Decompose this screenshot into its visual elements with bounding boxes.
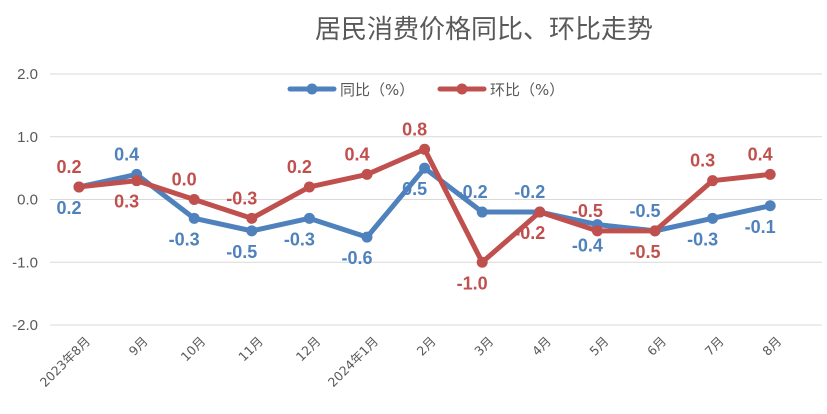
legend-label: 同比（%） bbox=[340, 81, 414, 99]
data-label: 0.5 bbox=[402, 179, 427, 199]
data-label: -0.3 bbox=[226, 188, 257, 208]
chart-title: 居民消费价格同比、环比走势 bbox=[315, 15, 653, 45]
x-tick-label: 9月 bbox=[126, 334, 151, 359]
data-point bbox=[188, 194, 200, 205]
data-point bbox=[188, 212, 200, 224]
y-tick-label: 2.0 bbox=[17, 66, 38, 83]
x-tick-label: 7月 bbox=[702, 334, 727, 359]
x-tick-label: 3月 bbox=[471, 334, 496, 359]
data-point bbox=[764, 168, 776, 180]
legend-label: 环比（%） bbox=[490, 81, 564, 99]
data-point bbox=[131, 175, 143, 187]
data-labels: 0.2 0.2 0.4 0.3 -0.3 0.0 -0.5 -0.3 -0.3 0.2 -0.6 0.… bbox=[56, 119, 775, 293]
x-tick-label: 4月 bbox=[529, 334, 554, 359]
data-label: -1.0 bbox=[457, 273, 488, 293]
y-axis-ticks: 2.0 1.0 0.0 -1.0 -2.0 bbox=[12, 66, 38, 334]
x-tick-label: 11月 bbox=[235, 334, 266, 365]
legend-marker bbox=[456, 83, 468, 95]
y-tick-label: -1.0 bbox=[12, 254, 38, 271]
x-tick-label: 5月 bbox=[586, 334, 611, 359]
x-tick-label: 2月 bbox=[414, 334, 439, 359]
x-tick-label: 10月 bbox=[178, 334, 209, 365]
data-label: -0.2 bbox=[514, 182, 545, 202]
data-label: 0.3 bbox=[114, 192, 139, 212]
data-point bbox=[73, 181, 85, 193]
data-label: 0.3 bbox=[690, 151, 715, 171]
data-point bbox=[246, 212, 258, 224]
legend-marker bbox=[306, 83, 318, 95]
data-label: -0.6 bbox=[341, 248, 372, 268]
y-tick-label: 1.0 bbox=[17, 129, 38, 146]
data-point bbox=[649, 225, 661, 237]
data-point bbox=[707, 212, 719, 224]
data-label: -0.1 bbox=[745, 217, 776, 237]
data-label: 0.2 bbox=[287, 157, 312, 177]
data-point bbox=[476, 206, 488, 218]
data-point bbox=[419, 143, 431, 155]
series-lines bbox=[73, 143, 776, 268]
y-tick-label: 0.0 bbox=[17, 192, 38, 209]
data-label: -0.2 bbox=[514, 223, 545, 243]
data-point bbox=[303, 212, 315, 224]
data-point bbox=[361, 168, 373, 180]
data-label: 0.0 bbox=[172, 170, 197, 190]
data-point bbox=[246, 225, 258, 237]
x-tick-label: 12月 bbox=[293, 334, 324, 365]
data-label: -0.5 bbox=[629, 201, 660, 221]
data-label: -0.5 bbox=[629, 242, 660, 262]
data-label: -0.3 bbox=[687, 229, 718, 249]
data-point bbox=[534, 206, 546, 218]
data-label: -0.5 bbox=[572, 201, 603, 221]
data-point bbox=[707, 175, 719, 187]
data-label: -0.3 bbox=[169, 229, 200, 249]
data-label: -0.3 bbox=[284, 229, 315, 249]
data-label: -0.5 bbox=[226, 242, 257, 262]
data-point bbox=[419, 162, 431, 174]
data-point bbox=[303, 181, 315, 193]
data-label: 0.8 bbox=[402, 119, 427, 139]
data-label: -0.2 bbox=[457, 182, 488, 202]
gridlines bbox=[50, 73, 822, 326]
data-point bbox=[591, 225, 603, 237]
x-tick-label: 2024年1月 bbox=[325, 334, 381, 390]
y-tick-label: -2.0 bbox=[12, 317, 38, 334]
x-tick-label: 6月 bbox=[644, 334, 669, 359]
x-tick-label: 8月 bbox=[759, 334, 784, 359]
x-tick-label: 2023年8月 bbox=[37, 334, 93, 390]
data-label: 0.4 bbox=[344, 144, 369, 164]
data-label: 0.2 bbox=[56, 198, 81, 218]
data-label: 0.4 bbox=[114, 144, 139, 164]
data-label: 0.2 bbox=[56, 157, 81, 177]
data-point bbox=[361, 231, 373, 243]
x-axis-ticks: 2023年8月 9月 10月 11月 12月 2024年1月 2月 3月 4月 5月 6月 7月 8月 bbox=[37, 334, 785, 390]
data-label: -0.4 bbox=[572, 236, 603, 256]
data-point bbox=[764, 200, 776, 212]
legend: 同比（%） 环比（%） bbox=[287, 81, 564, 99]
data-label: 0.4 bbox=[748, 144, 773, 164]
data-point bbox=[476, 256, 488, 268]
